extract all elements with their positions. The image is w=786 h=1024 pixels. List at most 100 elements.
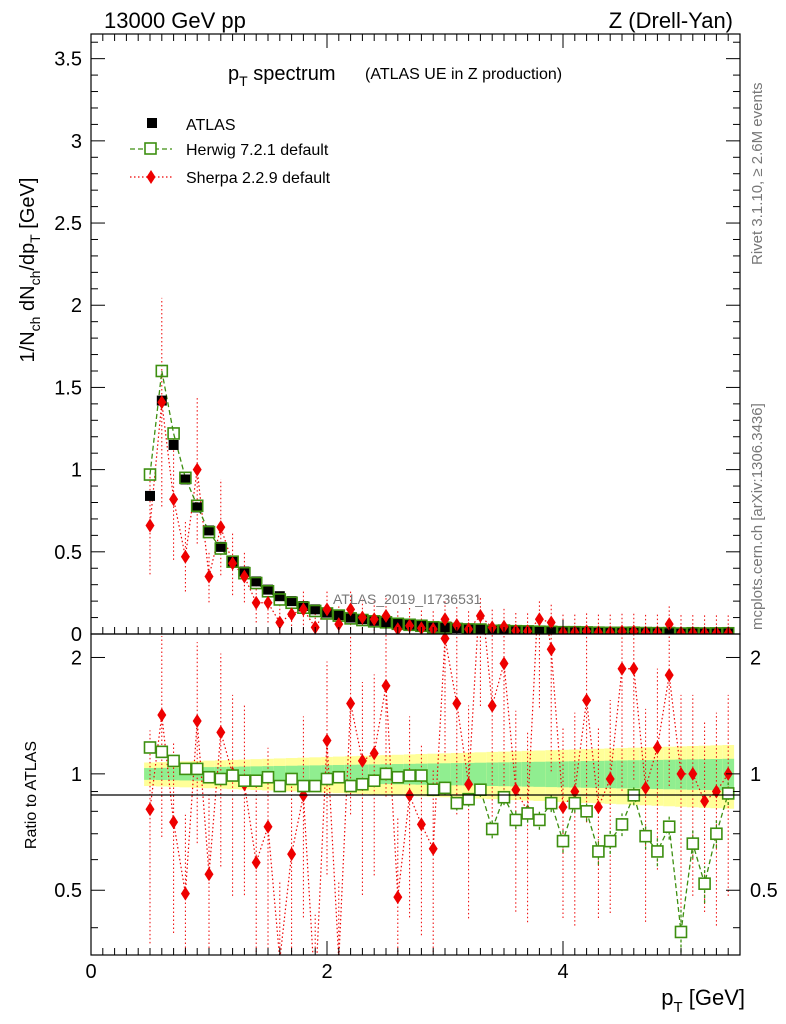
band-inner-segment [639, 760, 652, 789]
herwig-ratio-point [474, 783, 487, 796]
herwig-ratio-point [521, 807, 534, 820]
sherpa-point [180, 549, 190, 564]
band-inner-segment [533, 761, 546, 787]
sherpa-ratio-point [192, 713, 202, 728]
sherpa-ratio-point [263, 819, 273, 834]
sherpa-point [534, 612, 544, 627]
atlas-data-point [180, 474, 191, 485]
sherpa-ratio-point [428, 841, 438, 856]
sherpa-ratio-point [688, 766, 698, 781]
herwig-ratio-point [391, 770, 405, 784]
herwig-ratio-point [462, 792, 475, 806]
herwig-point [190, 499, 204, 513]
herwig-point [202, 525, 216, 539]
atlas-data-point [204, 525, 214, 536]
herwig-ratio-point [698, 877, 711, 890]
sherpa-ratio-point [287, 847, 297, 862]
sherpa-ratio-point [676, 766, 686, 781]
ratio-plot-marks [143, 566, 735, 1001]
herwig-ratio-point [662, 820, 676, 833]
x-axis-label: pT [GeV] [661, 985, 745, 1016]
legend: ATLAS Herwig 7.2.1 default Sherpa 2.2.9 … [130, 117, 331, 187]
herwig-ratio-point [214, 772, 228, 786]
sherpa-ratio-point [369, 746, 379, 761]
sherpa-ratio-point [511, 782, 521, 797]
sherpa-point [204, 569, 214, 584]
band-inner-segment [155, 767, 168, 781]
energy-label: 13000 GeV pp [104, 8, 246, 33]
herwig-point [179, 471, 192, 485]
y-tick-label: 3.5 [54, 49, 82, 71]
herwig-ratio-point [651, 845, 664, 858]
herwig-ratio-point [721, 787, 735, 800]
legend-herwig-marker [144, 142, 157, 155]
herwig-ratio-point [497, 790, 511, 804]
band-inner-segment [568, 761, 581, 788]
band-inner-segment [651, 759, 664, 790]
sherpa-point [322, 602, 332, 617]
band-inner-segment [545, 761, 558, 788]
sherpa-ratio-point [169, 815, 179, 830]
sherpa-ratio-point [617, 661, 627, 676]
band-inner-segment [427, 763, 440, 785]
sherpa-ratio-point [641, 780, 651, 795]
sherpa-ratio-point [452, 696, 462, 711]
herwig-ratio-point [556, 834, 570, 848]
herwig-ratio-point [143, 741, 157, 754]
legend-herwig-label: Herwig 7.2.1 default [186, 142, 329, 159]
herwig-ratio-point [155, 745, 169, 759]
herwig-ratio-point [686, 837, 700, 850]
sherpa-ratio-point [582, 693, 592, 708]
sherpa-ratio-point [499, 656, 509, 671]
sherpa-ratio-point [357, 753, 367, 768]
rivet-label: Rivet 3.1.10, ≥ 2.6M events [749, 83, 766, 266]
band-inner-segment [439, 763, 451, 786]
sherpa-point [251, 595, 261, 610]
herwig-ratio-point [285, 772, 298, 786]
sherpa-point [405, 618, 415, 633]
atlas-data-point [168, 439, 179, 450]
sherpa-ratio-point [311, 987, 320, 1001]
atlas-data-point [263, 584, 273, 595]
sherpa-ratio-point [593, 800, 603, 815]
atlas-data-point [192, 502, 203, 513]
legend-atlas-marker [147, 118, 157, 128]
herwig-ratio-point [639, 829, 652, 843]
sherpa-ratio-point [629, 661, 639, 676]
y-tick-label: 0 [71, 624, 82, 646]
herwig-ratio-point [273, 779, 287, 793]
mcplots-label: mcplots.cern.ch [arXiv:1306.3436] [749, 403, 766, 630]
sherpa-ratio-point [605, 771, 615, 786]
herwig-ratio-point [509, 813, 523, 827]
herwig-point [143, 468, 157, 481]
herwig-ratio-point [485, 822, 499, 836]
sherpa-ratio-point [535, 566, 544, 580]
herwig-ratio-point [202, 770, 216, 784]
sherpa-point [298, 602, 308, 617]
y-tick-label: 3 [71, 131, 82, 153]
sherpa-ratio-point [381, 678, 391, 693]
plot-subtitle: (ATLAS UE in Z production) [365, 66, 562, 83]
legend-atlas-label: ATLAS [186, 117, 236, 134]
sherpa-point [357, 610, 367, 625]
atlas-data-point [310, 604, 321, 615]
herwig-ratio-point [238, 774, 251, 788]
sherpa-point [157, 395, 167, 410]
sherpa-ratio-point [216, 725, 226, 740]
sherpa-point [452, 617, 462, 632]
sherpa-ratio-line [149, 634, 729, 955]
sherpa-ratio-point [546, 642, 556, 657]
sherpa-point [239, 569, 249, 584]
atlas-data-point [333, 610, 344, 621]
band-inner-segment [474, 762, 487, 786]
herwig-ratio-point [297, 779, 310, 793]
herwig-point [214, 542, 228, 555]
band-inner-segment [663, 759, 676, 790]
plot-title: pT spectrum [228, 63, 336, 89]
sherpa-point [275, 615, 285, 630]
herwig-ratio-point [533, 813, 546, 827]
herwig-point [474, 623, 487, 634]
y-tick-label: 2 [71, 295, 82, 317]
herwig-ratio-point [356, 777, 369, 791]
herwig-point [273, 593, 287, 606]
